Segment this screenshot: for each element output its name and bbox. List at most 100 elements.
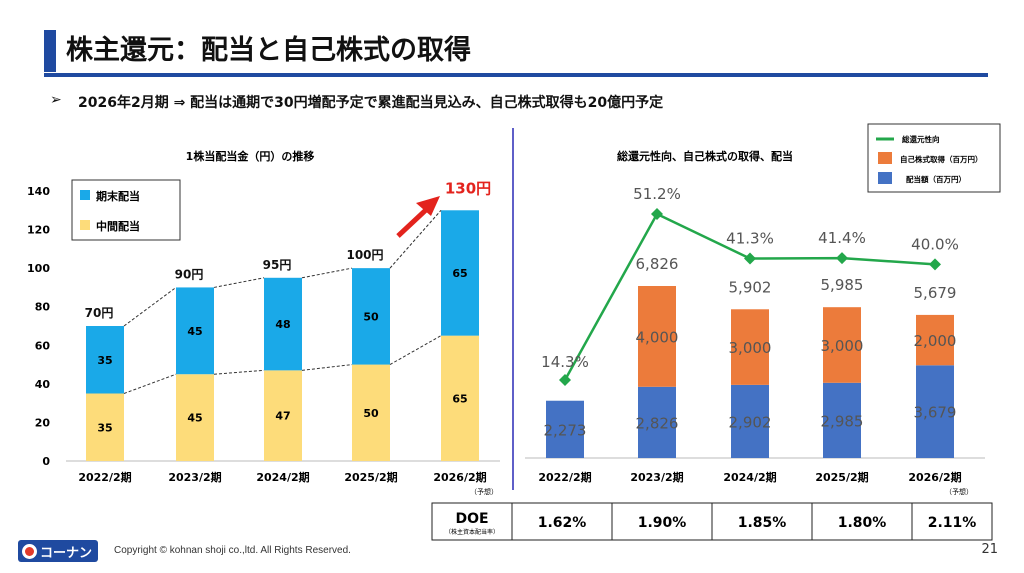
year-end-value-label: 48 <box>275 318 290 331</box>
buyback-amount-label: 2,000 <box>914 332 957 350</box>
buyback-amount-label: 4,000 <box>636 328 679 346</box>
title-rule <box>44 73 988 77</box>
dividend-amount-label: 2,985 <box>821 412 864 430</box>
legend-swatch-interim <box>80 220 90 230</box>
interim-value-label: 45 <box>187 412 202 425</box>
logo-mark-icon <box>22 543 37 559</box>
payout-ratio-marker <box>744 252 756 265</box>
doe-label: DOE <box>455 511 488 527</box>
payout-ratio-label: 51.2% <box>633 185 681 203</box>
payout-ratio-label: 41.4% <box>818 229 866 247</box>
legend-swatch-buyback <box>878 152 892 164</box>
doe-value: 1.85% <box>738 515 787 531</box>
year-end-dividend-bar <box>264 277 302 371</box>
total-dividend-label: 100円 <box>346 248 383 262</box>
dividend-amount-label: 2,826 <box>636 414 679 432</box>
year-end-dividend-bar <box>176 287 214 375</box>
interim-dividend-bar <box>176 374 214 461</box>
dividend-amount-label: 2,902 <box>729 413 772 431</box>
year-end-value-label: 45 <box>187 325 202 338</box>
dividend-amount-label: 3,679 <box>914 404 957 422</box>
dividend-amount-label: 2,273 <box>544 421 587 439</box>
payout-ratio-marker <box>559 374 571 386</box>
left-x-tick-label: 2024/2期 <box>256 470 309 484</box>
left-y-tick-label: 100 <box>27 262 50 275</box>
total-connector-line <box>213 277 265 288</box>
interim-dividend-bar <box>86 393 124 461</box>
copyright-text: Copyright © kohnan shoji co.,ltd. All Ri… <box>114 545 351 556</box>
total-connector-line <box>123 287 177 327</box>
growth-arrow-shaft <box>396 206 430 238</box>
doe-value: 1.90% <box>638 515 687 531</box>
total-return-amount-label: 5,902 <box>729 278 772 296</box>
legend-label-dividend: 配当額（百万円） <box>906 174 966 184</box>
payout-ratio-marker <box>836 252 848 265</box>
left-y-tick-label: 140 <box>27 185 50 198</box>
buyback-amount-label: 3,000 <box>729 339 772 357</box>
right-x-tick-label: 2025/2期 <box>815 470 868 484</box>
page-number: 21 <box>981 542 998 557</box>
year-end-value-label: 35 <box>97 354 112 367</box>
legend-label-buyback: 自己株式取得（百万円） <box>900 154 983 164</box>
right-x-tick-label: 2024/2期 <box>723 470 776 484</box>
buyback-amount-bar <box>916 314 954 366</box>
total-return-amount-label: 6,826 <box>636 255 679 273</box>
right-chart-title: 総還元性向、自己株式の取得、配当 <box>617 149 793 163</box>
buyback-amount-bar <box>638 286 676 387</box>
left-y-tick-label: 20 <box>35 416 51 429</box>
year-end-dividend-bar <box>86 326 124 394</box>
payout-ratio-marker <box>651 208 663 220</box>
legend-label-year-end: 期末配当 <box>96 189 140 203</box>
payout-ratio-label: 40.0% <box>911 235 959 253</box>
total-return-amount-label: 5,679 <box>914 284 957 302</box>
doe-sublabel: （株主資本配当率） <box>445 528 499 536</box>
total-dividend-label: 70円 <box>85 306 114 320</box>
page-title: 株主還元：配当と自己株式の取得 <box>66 35 471 66</box>
interim-connector-line <box>389 335 442 366</box>
total-return-amount-label: 5,985 <box>821 276 864 294</box>
interim-connector-line <box>213 369 265 375</box>
total-dividend-label: 130円 <box>445 179 491 197</box>
left-x-tick-label: 2025/2期 <box>344 470 397 484</box>
company-logo: コーナン <box>18 540 98 562</box>
logo-text: コーナン <box>40 545 93 561</box>
year-end-value-label: 65 <box>452 267 467 280</box>
right-x-tick-label: 2023/2期 <box>630 470 683 484</box>
doe-value: 2.11% <box>928 515 977 531</box>
legend-swatch-dividend <box>878 172 892 184</box>
year-end-value-label: 50 <box>363 310 379 323</box>
left-x-tick-label: 2022/2期 <box>78 470 131 484</box>
dividend-amount-bar <box>731 384 769 458</box>
left-x-tick-label: 2026/2期 <box>433 470 486 484</box>
legend-swatch-year-end <box>80 190 90 200</box>
legend-label-interim: 中間配当 <box>96 219 140 233</box>
doe-value: 1.80% <box>838 515 887 531</box>
doe-value: 1.62% <box>538 515 587 531</box>
interim-dividend-bar <box>352 364 390 461</box>
interim-value-label: 47 <box>275 410 290 423</box>
buyback-amount-bar <box>823 307 861 383</box>
left-y-tick-label: 0 <box>42 455 50 468</box>
dividend-amount-bar <box>823 382 861 458</box>
buyback-amount-label: 3,000 <box>821 337 864 355</box>
left-y-tick-label: 60 <box>35 339 51 352</box>
legend-label-payout: 総還元性向 <box>902 134 940 144</box>
title-accent-bar <box>44 30 56 72</box>
summary-bullet: ➢ 2026年2月期 ⇒ 配当は通期で30円増配予定で累進配当見込み、自己株式取… <box>50 92 663 112</box>
growth-arrowhead-icon <box>416 196 440 216</box>
right-x-tick-label: 2026/2期 <box>908 470 961 484</box>
payout-ratio-marker <box>929 258 941 271</box>
right-x-tick-label: 2022/2期 <box>538 470 591 484</box>
payout-ratio-label: 41.3% <box>726 230 774 248</box>
dividend-amount-bar <box>638 386 676 458</box>
interim-value-label: 50 <box>363 407 379 420</box>
left-y-tick-label: 80 <box>35 301 51 314</box>
left-y-tick-label: 120 <box>27 224 50 237</box>
arrow-bullet-icon: ➢ <box>50 92 62 108</box>
summary-text: 2026年2月期 ⇒ 配当は通期で30円増配予定で累進配当見込み、自己株式取得も… <box>78 95 664 111</box>
interim-connector-line <box>123 373 177 394</box>
buyback-amount-bar <box>731 309 769 385</box>
left-y-tick-label: 40 <box>35 378 51 391</box>
interim-connector-line <box>301 364 353 371</box>
